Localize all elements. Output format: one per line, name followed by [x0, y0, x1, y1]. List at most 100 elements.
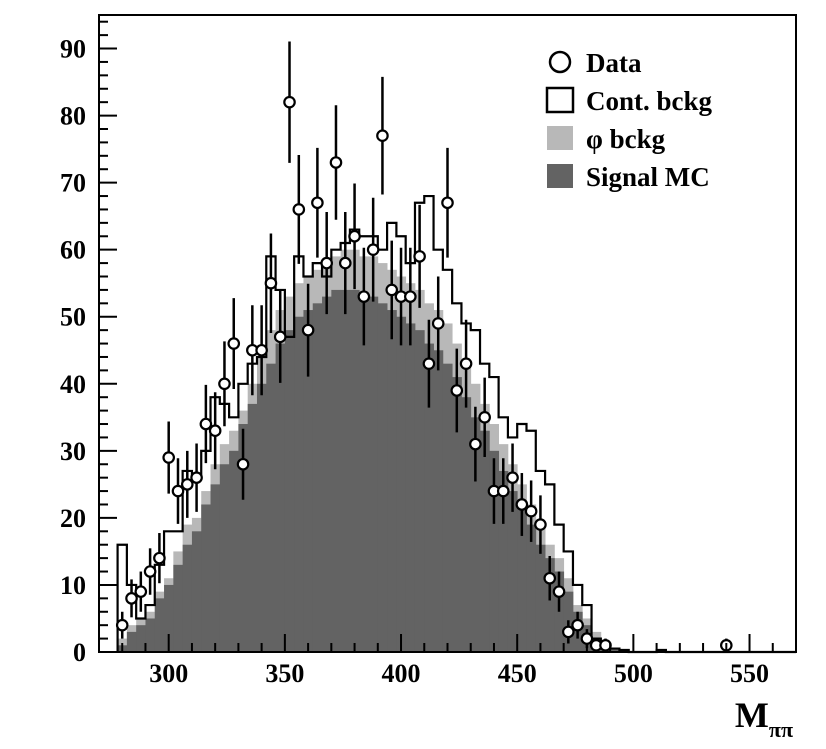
signal-mc-bar-19: [294, 316, 304, 652]
signal-mc-bar-13: [238, 424, 249, 652]
x-axis-title-subscript: ππ: [769, 717, 793, 742]
data-point-29: [385, 283, 399, 297]
data-point-33: [422, 357, 436, 370]
legend-label-signal-mc: Signal MC: [586, 162, 710, 192]
y-tick-label-20: 20: [60, 504, 86, 533]
data-point-17: [273, 330, 287, 344]
x-tick-label-300: 300: [149, 659, 188, 688]
y-tick-label-50: 50: [60, 303, 86, 332]
signal-mc-bar-18: [284, 330, 295, 652]
signal-mc-bar-31: [405, 323, 416, 652]
legend-marker-signal-mc: [547, 164, 573, 188]
data-point-25: [348, 229, 361, 243]
signal-mc-bar-32: [414, 330, 425, 652]
signal-mc-bar-25: [349, 289, 360, 652]
data-point-34: [431, 317, 445, 330]
data-point-13: [236, 457, 250, 471]
data-point-21: [311, 196, 324, 210]
data-point-42: [506, 471, 519, 484]
signal-mc-bar-4: [154, 598, 165, 652]
data-point-49: [571, 618, 584, 632]
data-point-15: [255, 343, 268, 357]
data-point-0: [115, 618, 129, 632]
signal-mc-bar-45: [535, 544, 546, 652]
legend: Data Cont. bckg φ bckg Signal MC: [545, 48, 713, 192]
signal-mc-bar-46: [545, 558, 555, 652]
signal-mc-bar-10: [210, 484, 221, 652]
signal-mc-bar-29: [387, 310, 397, 652]
data-point-41: [496, 484, 510, 498]
legend-label-bckg: φ bckg: [586, 124, 666, 154]
signal-mc-bar-43: [517, 504, 527, 652]
y-tick-label-10: 10: [60, 571, 86, 600]
signal-mc-bar-6: [173, 564, 184, 652]
data-point-24: [338, 256, 352, 270]
data-point-10: [208, 424, 222, 438]
signal-mc-bar-7: [182, 544, 193, 652]
data-point-16: [264, 276, 278, 290]
data-point-4: [153, 551, 166, 565]
data-point-6: [171, 484, 185, 498]
data-point-48: [562, 625, 575, 639]
y-tick-label-0: 0: [73, 638, 86, 667]
data-point-3: [143, 565, 157, 578]
signal-mc-bar-26: [359, 296, 369, 652]
data-point-8: [190, 471, 203, 484]
x-tick-label-400: 400: [382, 659, 421, 688]
signal-mc-bar-24: [340, 289, 351, 652]
x-tick-label-350: 350: [265, 659, 304, 688]
signal-mc-bar-5: [164, 584, 174, 652]
signal-mc-bar-14: [247, 403, 258, 652]
y-tick-label-30: 30: [60, 437, 86, 466]
data-point-27: [366, 243, 380, 256]
data-point-35: [441, 196, 454, 210]
legend-label-cont-bckg: Cont. bckg: [586, 86, 713, 116]
bars-layer: [117, 249, 630, 652]
signal-mc-bar-34: [433, 350, 444, 652]
cont-bckg-step-line: [116, 194, 796, 654]
data-point-31: [404, 290, 417, 303]
data-point-39: [478, 411, 491, 424]
data-point-38: [469, 437, 482, 451]
data-point-23: [329, 156, 343, 169]
legend-label-data: Data: [586, 48, 642, 78]
axis-ticks-layer: 300 350 400 450 500 550 0 10 20 30 40 50 60 70 80 90: [60, 20, 797, 688]
y-tick-label-60: 60: [60, 236, 86, 265]
signal-mc-bar-15: [256, 383, 267, 652]
y-tick-label-40: 40: [60, 370, 86, 399]
signal-mc-bar-35: [442, 363, 453, 652]
signal-mc-bar-23: [331, 289, 342, 652]
signal-mc-bar-28: [377, 303, 388, 652]
y-tick-label-80: 80: [60, 102, 86, 131]
data-point-22: [320, 256, 333, 270]
x-axis-title: Mππ: [735, 695, 793, 742]
data-point-12: [227, 337, 241, 350]
data-point-36: [450, 384, 464, 397]
data-point-2: [134, 585, 148, 598]
data-point-9: [199, 417, 213, 431]
data-point-28: [376, 129, 389, 142]
signal-mc-bar-21: [312, 303, 323, 652]
signal-mc-bar-17: [275, 343, 286, 652]
data-point-18: [283, 95, 296, 109]
signal-mc-bar-38: [470, 417, 481, 652]
signal-mc-bar-42: [507, 491, 518, 652]
x-axis-title-main: M: [735, 695, 769, 735]
y-tick-label-70: 70: [60, 169, 86, 198]
legend-marker-phi-bckg: [547, 126, 573, 150]
data-point-7: [180, 478, 194, 491]
data-point-45: [534, 518, 547, 531]
data-points-layer: [115, 41, 733, 652]
data-point-52: [599, 638, 612, 652]
data-point-37: [459, 357, 473, 370]
signal-mc-bar-33: [424, 343, 434, 652]
data-point-43: [515, 498, 529, 511]
signal-mc-bar-36: [452, 377, 462, 652]
data-point-11: [218, 377, 231, 391]
data-point-19: [292, 203, 306, 216]
signal-mc-bar-41: [498, 470, 509, 652]
signal-mc-bar-16: [266, 363, 276, 652]
data-point-32: [413, 250, 426, 263]
data-point-1: [125, 592, 138, 605]
